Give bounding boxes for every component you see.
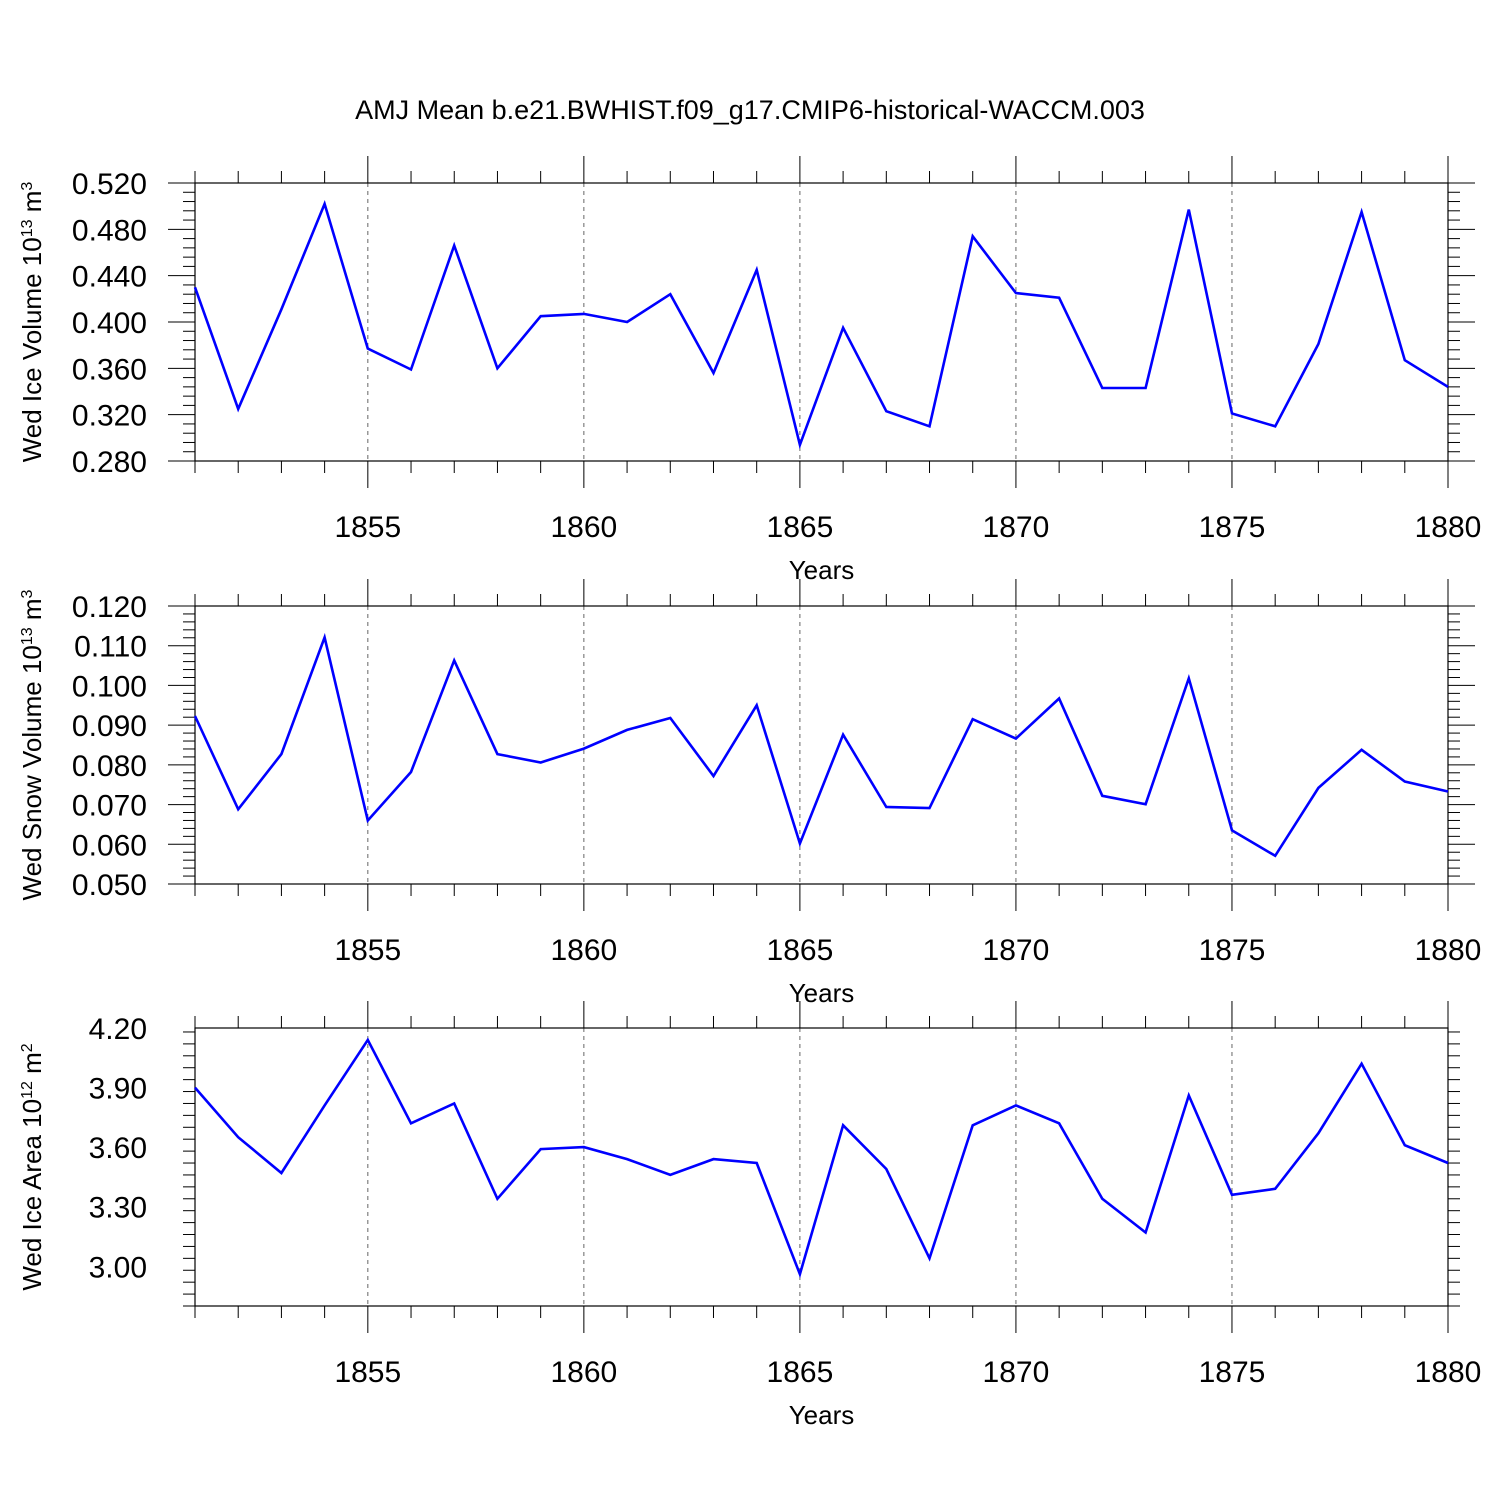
ice-volume-ytick-label: 0.480 xyxy=(72,214,147,247)
ice-volume-xlabel: Years xyxy=(789,555,855,585)
figure-title: AMJ Mean b.e21.BWHIST.f09_g17.CMIP6-hist… xyxy=(355,95,1145,125)
ice-volume-ytick-label: 0.520 xyxy=(72,168,147,201)
ice-volume-ytick-label: 0.360 xyxy=(72,353,147,386)
ice-volume-xtick-label: 1875 xyxy=(1199,511,1266,544)
snow-volume-ylabel: Wed Snow Volume 1013 m3 xyxy=(17,589,47,900)
ice-volume-ytick-label: 0.280 xyxy=(72,446,147,479)
snow-volume-ytick-label: 0.120 xyxy=(72,591,147,624)
ice-area-xtick-label: 1865 xyxy=(767,1356,834,1389)
ice-volume-ytick-label: 0.440 xyxy=(72,261,147,294)
ice-area-axes-frame xyxy=(194,1027,1449,1307)
ice-area-panel: 4.20 3.90 3.60 3.30 3.00 1855 1860 1865 1870 1875… xyxy=(17,1001,1481,1430)
ice-area-xlabel: Years xyxy=(789,1400,855,1430)
ice-area-xtick-label: 1870 xyxy=(983,1356,1050,1389)
snow-volume-ytick-label: 0.080 xyxy=(72,750,147,783)
ice-volume-xtick-label: 1880 xyxy=(1415,511,1482,544)
ice-volume-series-line xyxy=(193,200,1449,450)
ice-volume-panel: 0.520 0.480 0.440 0.400 0.360 0.320 0.280 1855 1… xyxy=(17,156,1481,585)
ice-volume-xtick-label: 1865 xyxy=(767,511,834,544)
snow-volume-ytick-label: 0.110 xyxy=(74,631,147,664)
ice-area-ytick-label: 3.30 xyxy=(89,1192,147,1225)
ice-area-xtick-label: 1875 xyxy=(1199,1356,1266,1389)
snow-volume-ytick-label: 0.050 xyxy=(72,869,147,902)
snow-volume-series-line xyxy=(193,632,1449,858)
snow-volume-xtick-label: 1870 xyxy=(983,934,1050,967)
ice-area-ytick-label: 3.60 xyxy=(89,1132,147,1165)
ice-area-xtick-label: 1880 xyxy=(1415,1356,1482,1389)
snow-volume-xtick-label: 1880 xyxy=(1415,934,1482,967)
ice-volume-xtick-label: 1855 xyxy=(334,511,401,544)
snow-volume-panel: 0.120 0.110 0.100 0.090 0.080 0.070 0.060 0.050… xyxy=(17,579,1481,1008)
snow-volume-xlabel: Years xyxy=(789,978,855,1008)
snow-volume-axes-frame xyxy=(194,605,1449,885)
ice-volume-ylabel: Wed Ice Volume 1013 m3 xyxy=(17,182,47,463)
ice-area-xtick-label: 1855 xyxy=(334,1356,401,1389)
ice-area-xtick-label: 1860 xyxy=(550,1356,617,1389)
ice-area-ytick-label: 3.90 xyxy=(89,1073,147,1106)
ice-volume-ytick-label: 0.320 xyxy=(72,400,147,433)
ice-area-ytick-label: 4.20 xyxy=(89,1013,147,1046)
ice-area-ytick-label: 3.00 xyxy=(89,1251,147,1284)
ice-volume-xtick-label: 1860 xyxy=(550,511,617,544)
snow-volume-xtick-label: 1860 xyxy=(550,934,617,967)
snow-volume-xtick-label: 1855 xyxy=(334,934,401,967)
ice-area-ylabel: Wed Ice Area 1012 m2 xyxy=(17,1043,47,1290)
ice-area-series-line xyxy=(194,1037,1449,1279)
ice-volume-xtick-label: 1870 xyxy=(983,511,1050,544)
snow-volume-ytick-label: 0.090 xyxy=(72,710,147,743)
snow-volume-ytick-label: 0.060 xyxy=(72,829,147,862)
snow-volume-xtick-label: 1875 xyxy=(1199,934,1266,967)
ice-volume-ytick-label: 0.400 xyxy=(72,307,147,340)
snow-volume-xtick-label: 1865 xyxy=(767,934,834,967)
snow-volume-ytick-label: 0.070 xyxy=(72,790,147,823)
snow-volume-ytick-label: 0.100 xyxy=(72,670,147,703)
